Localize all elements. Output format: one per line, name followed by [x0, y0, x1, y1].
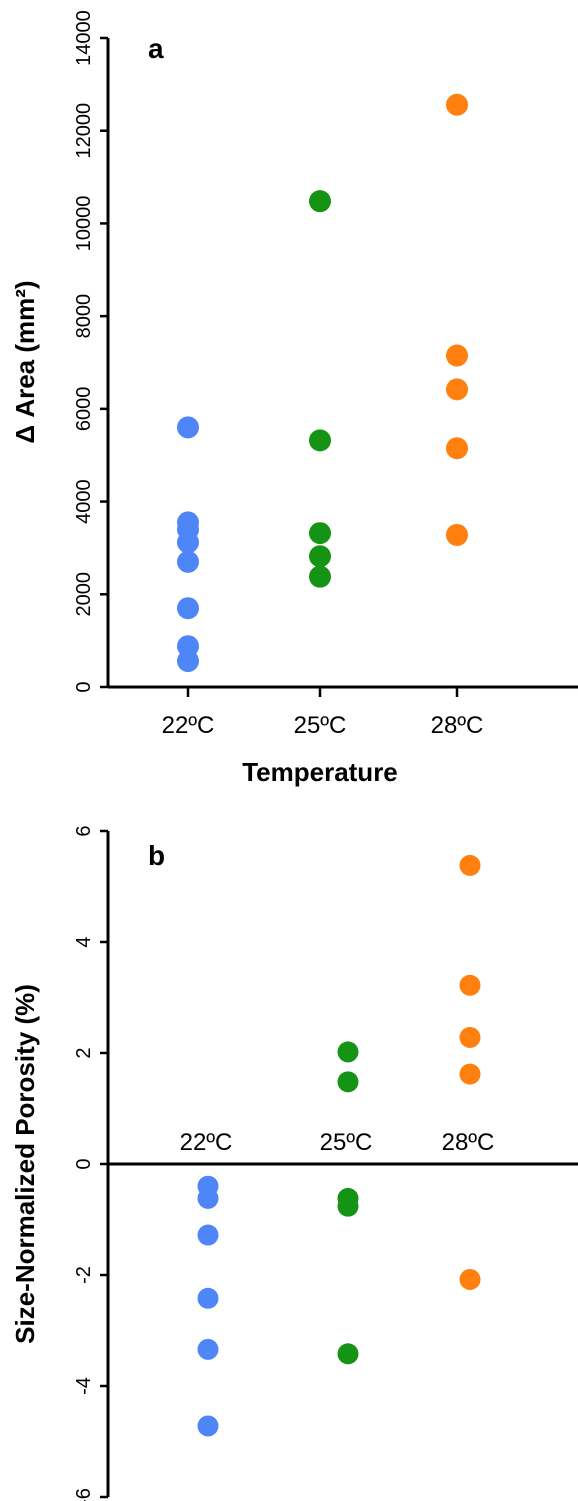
- panel-b-y-ticks: -6 -4 -2 0 2 4 6: [73, 825, 108, 1501]
- panel-a-x-tick-label: 28ºC: [431, 712, 484, 739]
- data-point: [177, 650, 199, 673]
- data-point: [337, 1041, 359, 1063]
- data-point: [309, 522, 331, 545]
- panel-a-y-tick-label: 14000: [73, 10, 95, 66]
- data-point: [446, 93, 468, 116]
- panel-a-x-tick-label: 22ºC: [162, 712, 215, 739]
- panel-b-y-axis-title: Size-Normalized Porosity (%): [10, 984, 40, 1344]
- panel-a-label: a: [148, 33, 164, 64]
- panel-b-category-labels: 22ºC 25ºC 28ºC: [180, 1129, 495, 1156]
- panel-b-category-label: 22ºC: [180, 1129, 233, 1156]
- data-point: [197, 1187, 219, 1209]
- data-point: [177, 550, 199, 573]
- data-point: [177, 416, 199, 439]
- panel-a-y-tick-label: 4000: [73, 479, 95, 523]
- panel-b-category-label: 25ºC: [320, 1129, 373, 1156]
- data-point: [446, 437, 468, 460]
- panel-b-label: b: [148, 840, 165, 871]
- panel-a-y-ticks: 0 2000 4000 6000 8000 10000 12000 14000: [73, 10, 108, 693]
- panel-b-plot: b -6 -4 -2 0 2 4 6 22ºC 25ºC 28ºC Size-Normalize…: [10, 825, 578, 1501]
- data-point: [459, 1063, 481, 1085]
- data-point: [177, 597, 199, 620]
- panel-a-y-tick-label: 0: [73, 681, 95, 692]
- data-point: [337, 1343, 359, 1365]
- panel-b-category-label: 28ºC: [442, 1129, 495, 1156]
- data-point: [197, 1338, 219, 1360]
- panel-a-y-tick-label: 6000: [73, 387, 95, 432]
- panel-b-y-tick-label: -6: [73, 1488, 95, 1501]
- data-point: [309, 565, 331, 588]
- data-point: [197, 1287, 219, 1309]
- panel-a-x-tick-label: 25ºC: [294, 712, 347, 739]
- panel-b-points: [197, 854, 481, 1437]
- panel-a-y-axis-title: Δ Area (mm²): [10, 280, 40, 443]
- panel-a-y-tick-label: 2000: [73, 572, 95, 617]
- data-point: [337, 1195, 359, 1217]
- data-point: [446, 378, 468, 401]
- data-point: [197, 1224, 219, 1246]
- data-point: [446, 344, 468, 367]
- data-point: [459, 1026, 481, 1048]
- data-point: [309, 429, 331, 452]
- panel-a-x-axis-title: Temperature: [242, 757, 398, 787]
- data-point: [337, 1071, 359, 1093]
- panel-b-y-tick-label: 2: [73, 1047, 95, 1058]
- panel-a-x-ticks: 22ºC 25ºC 28ºC: [162, 687, 484, 739]
- data-point: [309, 545, 331, 568]
- data-point: [309, 190, 331, 213]
- panel-b-y-tick-label: 0: [73, 1158, 95, 1169]
- data-point: [459, 854, 481, 876]
- panel-b-y-tick-label: 4: [73, 936, 95, 947]
- panel-a-points: [177, 93, 468, 673]
- panel-a-y-tick-label: 12000: [73, 103, 95, 159]
- panel-a-y-tick-label: 8000: [73, 294, 95, 339]
- data-point: [197, 1415, 219, 1437]
- data-point: [459, 974, 481, 996]
- panel-b-y-tick-label: -4: [73, 1377, 95, 1395]
- panel-b-y-tick-label: -2: [73, 1266, 95, 1284]
- data-point: [459, 1268, 481, 1290]
- data-point: [177, 531, 199, 554]
- panel-a-y-tick-label: 10000: [73, 196, 95, 252]
- panel-b-y-tick-label: 6: [73, 825, 95, 836]
- data-point: [446, 523, 468, 546]
